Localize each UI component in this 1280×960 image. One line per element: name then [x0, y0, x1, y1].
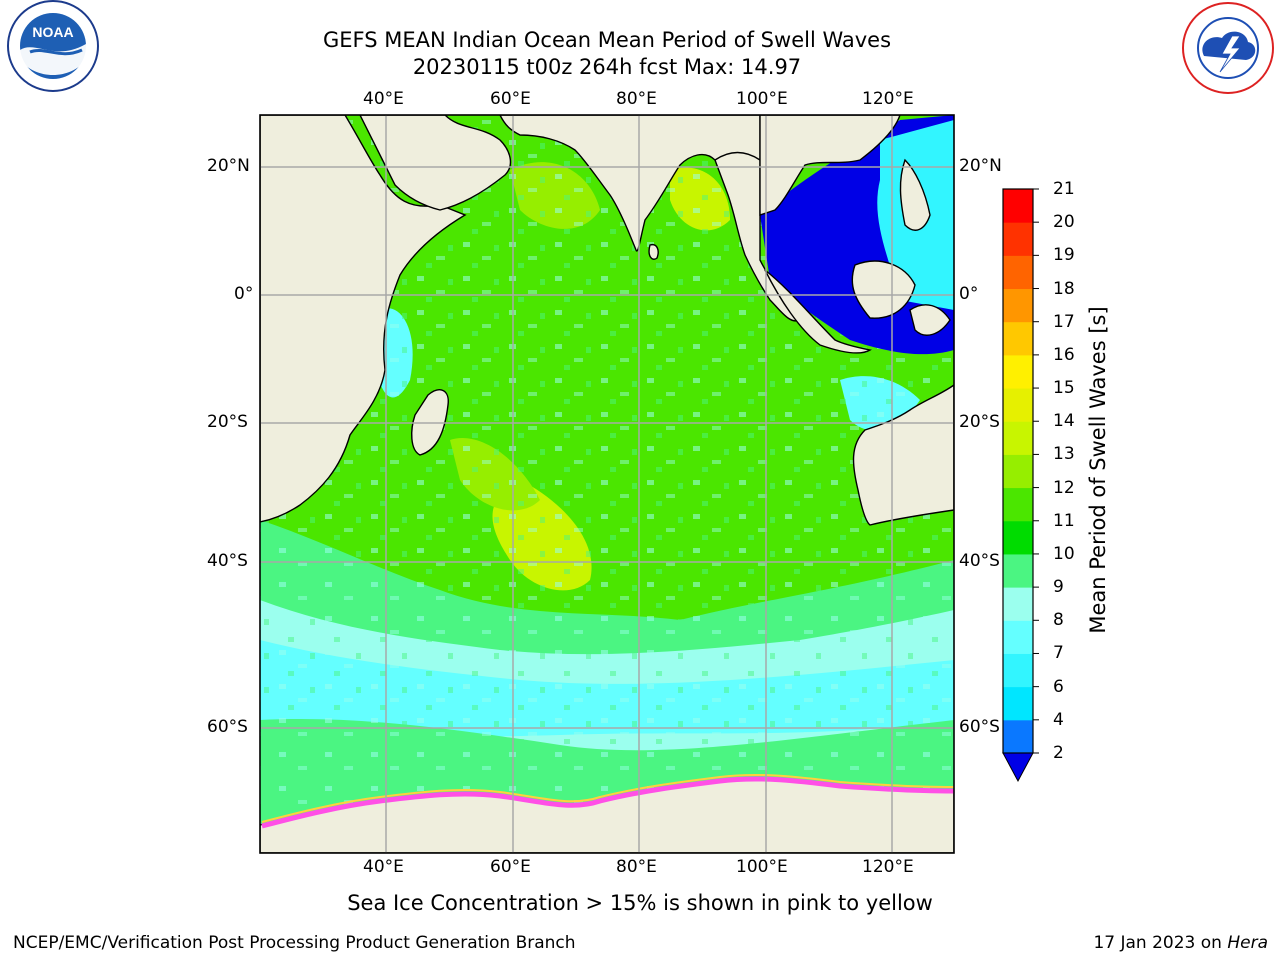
colorbar-segment — [1003, 288, 1033, 323]
colorbar-title: Mean Period of Swell Waves [s] — [1086, 306, 1110, 634]
colorbar-segment — [1003, 520, 1033, 555]
colorbar-segment — [1003, 686, 1033, 721]
lat-tick-left: 60°S — [207, 717, 248, 737]
south-china — [759, 115, 901, 216]
colorbar-tick-label: 8 — [1053, 610, 1064, 631]
lat-tick-right: 60°S — [959, 717, 1000, 737]
colorbar-tick-label: 14 — [1053, 411, 1075, 432]
lon-tick-bottom: 120°E — [862, 857, 914, 877]
colorbar-segment — [1003, 454, 1033, 489]
colorbar-tick-label: 10 — [1053, 543, 1075, 564]
sulawesi — [909, 304, 951, 336]
colorbar — [1002, 188, 1039, 783]
colorbar-extend-min — [1002, 752, 1034, 783]
colorbar-tick-label: 18 — [1053, 278, 1075, 299]
map-area — [260, 115, 954, 853]
lon-tick-top: 60°E — [490, 89, 531, 109]
australia — [852, 384, 954, 526]
colorbar-tick-label: 7 — [1053, 643, 1064, 664]
lat-tick-left: 0° — [234, 284, 254, 304]
colorbar-segment — [1003, 354, 1033, 389]
colorbar-tick-label: 13 — [1053, 444, 1075, 465]
footer-credit: NCEP/EMC/Verification Post Processing Pr… — [13, 933, 576, 953]
lat-tick-left: 20°S — [207, 412, 248, 432]
noaa-logo-text: NOAA — [32, 24, 73, 40]
chart-subtitle: 20230115 t00z 264h fcst Max: 14.97 — [412, 55, 802, 79]
colorbar-tick-label: 17 — [1053, 311, 1075, 332]
colorbar-segment — [1003, 189, 1033, 223]
lon-tick-top: 120°E — [862, 89, 914, 109]
footer-date-text: 17 Jan 2023 on — [1093, 933, 1222, 953]
colorbar-segment — [1003, 388, 1033, 422]
colorbar-frame — [1002, 188, 1034, 754]
lon-tick-top: 100°E — [736, 89, 788, 109]
land — [260, 115, 954, 853]
lon-tick-top: 40°E — [363, 89, 404, 109]
colorbar-tick-label: 12 — [1053, 477, 1075, 498]
sea-ice-edge — [261, 776, 954, 829]
colorbar-tick-label: 9 — [1053, 577, 1064, 598]
colorbar-segment — [1003, 620, 1033, 654]
lon-tick-top: 80°E — [616, 89, 657, 109]
map-frame — [259, 114, 955, 854]
colorbar-segment — [1003, 553, 1033, 588]
lon-tick-bottom: 80°E — [616, 857, 657, 877]
indochina-malaya — [714, 151, 802, 322]
sea-ice-inner — [261, 773, 954, 823]
colorbar-segment — [1003, 321, 1033, 356]
colorbar-segment — [1003, 255, 1033, 290]
colorbar-segment — [1003, 487, 1033, 522]
lat-tick-left: 20°N — [207, 156, 250, 176]
colorbar-segment — [1003, 222, 1033, 256]
arabian-peninsula — [359, 115, 512, 211]
sea-ice-note: Sea Ice Concentration > 15% is shown in … — [347, 891, 933, 915]
lat-tick-left: 40°S — [207, 551, 248, 571]
sri-lanka — [648, 243, 659, 260]
noaa-logo-icon — [7, 0, 99, 92]
colorbar-tick-label: 19 — [1053, 245, 1075, 266]
africa — [260, 115, 467, 523]
colorbar-tick-label: 20 — [1053, 212, 1075, 233]
colorbar-tick-label: 21 — [1053, 179, 1075, 199]
lat-tick-right: 40°S — [959, 551, 1000, 571]
lon-tick-bottom: 100°E — [736, 857, 788, 877]
sumatra-java — [764, 269, 872, 354]
colorbar-tick-label: 11 — [1053, 510, 1075, 531]
graticule — [260, 115, 954, 853]
philippines — [899, 158, 931, 231]
colorbar-tick-label: 4 — [1053, 709, 1064, 730]
colorbar-tick-label: 15 — [1053, 378, 1075, 399]
footer-date: 17 Jan 2023 on Hera — [1093, 933, 1268, 953]
lat-tick-right: 20°S — [959, 412, 1000, 432]
chart-title: GEFS MEAN Indian Ocean Mean Period of Sw… — [322, 28, 892, 52]
colorbar-segment — [1003, 587, 1033, 621]
colorbar-tick-label: 6 — [1053, 676, 1064, 697]
lat-tick-right: 20°N — [959, 156, 1002, 176]
footer-host: Hera — [1227, 933, 1268, 953]
lon-tick-bottom: 40°E — [363, 857, 404, 877]
colorbar-tick-label: 2 — [1053, 743, 1064, 763]
colorbar-tick-label: 16 — [1053, 344, 1075, 365]
colorbar-segment — [1003, 653, 1033, 688]
lat-tick-right: 0° — [959, 284, 979, 304]
colorbar-segment — [1003, 421, 1033, 455]
nws-logo-icon — [1182, 2, 1274, 94]
colorbar-segment — [1003, 719, 1033, 754]
lon-tick-bottom: 60°E — [490, 857, 531, 877]
